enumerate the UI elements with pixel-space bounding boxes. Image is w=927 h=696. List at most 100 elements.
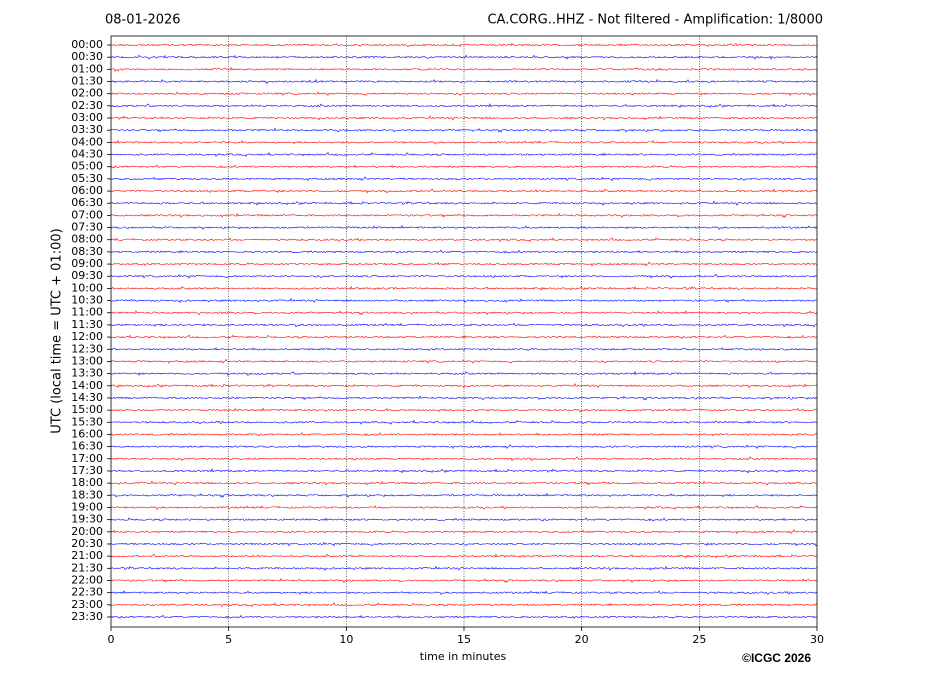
y-tick-label: 13:00 bbox=[71, 354, 103, 367]
y-tick-label: 23:00 bbox=[71, 598, 103, 611]
trace bbox=[110, 577, 818, 584]
y-tick-label: 21:00 bbox=[71, 549, 103, 562]
trace bbox=[110, 614, 818, 619]
trace bbox=[110, 54, 818, 60]
y-tick-label: 00:30 bbox=[71, 50, 103, 63]
trace bbox=[110, 285, 818, 291]
y-tick-label: 03:30 bbox=[71, 123, 103, 136]
y-tick-label: 21:30 bbox=[71, 561, 103, 574]
x-tick-label: 5 bbox=[225, 633, 232, 646]
y-tick-label: 05:00 bbox=[71, 160, 103, 173]
trace bbox=[110, 492, 818, 498]
trace bbox=[110, 310, 818, 316]
y-tick-label: 20:00 bbox=[71, 525, 103, 538]
trace bbox=[110, 383, 818, 389]
trace bbox=[110, 164, 818, 169]
trace bbox=[110, 517, 818, 522]
trace bbox=[110, 407, 818, 413]
trace bbox=[110, 261, 818, 267]
trace bbox=[110, 322, 818, 328]
y-tick-label: 06:30 bbox=[71, 196, 103, 209]
trace bbox=[110, 66, 818, 72]
trace bbox=[110, 151, 818, 157]
y-tick-label: 07:30 bbox=[71, 221, 103, 234]
trace bbox=[110, 115, 818, 121]
y-tick-label: 22:00 bbox=[71, 573, 103, 586]
trace bbox=[110, 237, 818, 243]
y-tick-label: 04:30 bbox=[71, 148, 103, 161]
x-tick-label: 15 bbox=[457, 633, 471, 646]
x-tick-label: 20 bbox=[575, 633, 589, 646]
y-tick-label: 19:00 bbox=[71, 500, 103, 513]
x-axis-label: time in minutes bbox=[420, 650, 507, 663]
y-tick-label: 17:30 bbox=[71, 464, 103, 477]
trace bbox=[110, 456, 818, 462]
y-tick-label: 06:00 bbox=[71, 184, 103, 197]
trace bbox=[110, 432, 818, 437]
y-tick-label: 02:00 bbox=[71, 87, 103, 100]
y-tick-label: 14:30 bbox=[71, 391, 103, 404]
y-tick-label: 13:30 bbox=[71, 367, 103, 380]
x-tick-label: 10 bbox=[339, 633, 353, 646]
y-tick-label: 09:30 bbox=[71, 269, 103, 282]
trace bbox=[110, 176, 818, 182]
y-tick-label: 10:30 bbox=[71, 294, 103, 307]
trace bbox=[110, 188, 818, 194]
trace bbox=[110, 504, 818, 510]
credit: ©ICGC 2026 bbox=[742, 651, 811, 665]
y-tick-label: 01:30 bbox=[71, 75, 103, 88]
plot-frame bbox=[110, 35, 818, 628]
y-tick-label: 04:00 bbox=[71, 135, 103, 148]
y-tick-label: 20:30 bbox=[71, 537, 103, 550]
y-tick-label: 18:30 bbox=[71, 488, 103, 501]
y-tick-label: 19:30 bbox=[71, 513, 103, 526]
trace bbox=[110, 103, 818, 109]
trace bbox=[110, 249, 818, 254]
y-tick-label: 00:00 bbox=[71, 38, 103, 51]
trace bbox=[110, 565, 818, 571]
y-tick-label: 18:00 bbox=[71, 476, 103, 489]
y-tick-label: 14:00 bbox=[71, 379, 103, 392]
trace bbox=[110, 358, 818, 364]
trace bbox=[110, 395, 818, 401]
trace bbox=[110, 590, 818, 595]
trace bbox=[110, 553, 818, 559]
x-tick-label: 0 bbox=[108, 633, 115, 646]
y-tick-label: 12:00 bbox=[71, 330, 103, 343]
trace bbox=[110, 602, 818, 608]
trace bbox=[110, 480, 818, 486]
y-tick-label: 05:30 bbox=[71, 172, 103, 185]
chart-title: CA.CORG..HHZ - Not filtered - Amplificat… bbox=[487, 13, 823, 28]
y-tick-label: 11:00 bbox=[71, 306, 103, 319]
trace bbox=[110, 419, 818, 425]
y-tick-label: 07:00 bbox=[71, 208, 103, 221]
y-tick-label: 02:30 bbox=[71, 99, 103, 112]
y-tick-label: 15:00 bbox=[71, 403, 103, 416]
y-tick-label: 11:30 bbox=[71, 318, 103, 331]
x-tick-label: 30 bbox=[810, 633, 824, 646]
trace bbox=[110, 273, 818, 279]
y-tick-label: 03:00 bbox=[71, 111, 103, 124]
trace bbox=[110, 42, 818, 48]
trace bbox=[110, 200, 818, 206]
trace bbox=[110, 139, 818, 145]
y-tick-label: 01:00 bbox=[71, 62, 103, 75]
trace bbox=[110, 224, 818, 230]
trace bbox=[110, 444, 818, 450]
trace bbox=[110, 78, 818, 84]
y-tick-label: 16:00 bbox=[71, 427, 103, 440]
trace bbox=[110, 297, 817, 304]
trace bbox=[110, 529, 818, 535]
chart-date: 08-01-2026 bbox=[105, 13, 181, 28]
y-tick-label: 17:00 bbox=[71, 452, 103, 465]
y-tick-label: 08:30 bbox=[71, 245, 103, 258]
trace bbox=[110, 468, 818, 474]
y-tick-label: 08:00 bbox=[71, 233, 103, 246]
y-tick-label: 22:30 bbox=[71, 586, 103, 599]
trace bbox=[110, 91, 818, 97]
trace bbox=[110, 347, 818, 352]
trace bbox=[110, 334, 818, 339]
trace bbox=[110, 127, 818, 133]
y-tick-label: 23:30 bbox=[71, 610, 103, 623]
